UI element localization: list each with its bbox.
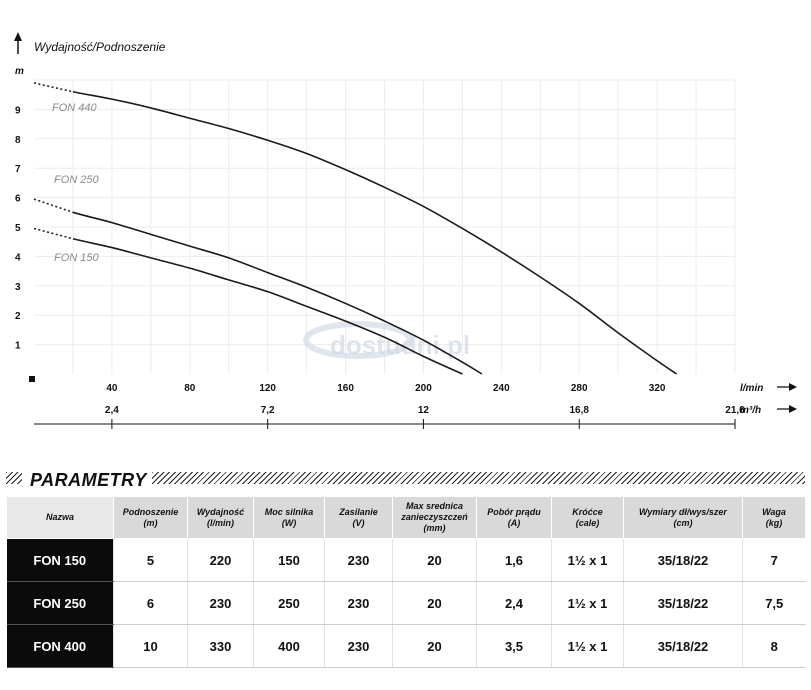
table-header-row: Nazwa Podnoszenie (m) Wydajność (l/min) Moc s… <box>6 496 806 539</box>
table-header-cell: Nazwa <box>6 496 114 539</box>
x-tick-label-primary: 280 <box>571 383 588 394</box>
y-axis-arrowhead <box>14 32 22 41</box>
table-cell: 5 <box>113 538 188 582</box>
x-tick-label-secondary: 2,4 <box>105 405 119 416</box>
pump-curve-chart: dostudni.pl Wydajność/Podnoszeniem123456… <box>14 32 797 429</box>
watermark: dostudni.pl <box>303 321 470 360</box>
chart-curves <box>33 82 678 375</box>
series-label: FON 150 <box>54 252 100 264</box>
y-tick-label: 1 <box>15 341 21 352</box>
series-curve <box>72 211 483 375</box>
hatch-decoration-right <box>152 472 805 484</box>
table-header-cell: Zasilanie (V) <box>324 496 393 539</box>
table-cell: 230 <box>324 624 393 668</box>
x-tick-label-primary: 320 <box>649 383 666 394</box>
x-axis-arrowhead-secondary <box>789 405 797 413</box>
y-tick-label: 2 <box>15 311 21 322</box>
table-cell: 1½ x 1 <box>551 538 624 582</box>
curve-dashed-start <box>33 227 74 240</box>
table-cell: 400 <box>253 624 325 668</box>
table-header-cell: Króćce (cale) <box>551 496 624 539</box>
series-label: FON 440 <box>52 102 98 114</box>
table-cell: 35/18/22 <box>623 538 743 582</box>
table-cell: 330 <box>187 624 254 668</box>
table-cell: 35/18/22 <box>623 581 743 625</box>
x-tick-label-primary: 120 <box>259 383 276 394</box>
table-cell: 1,6 <box>476 538 552 582</box>
series-curve <box>72 237 463 375</box>
parameters-title: PARAMETRY <box>30 470 147 490</box>
model-name-cell: FON 150 <box>6 538 114 582</box>
table-cell: 20 <box>392 538 477 582</box>
table-cell: 150 <box>253 538 325 582</box>
table-header-cell: Podnoszenie (m) <box>113 496 188 539</box>
y-tick-label: 3 <box>15 282 21 293</box>
table-cell: 2,4 <box>476 581 552 625</box>
table-header-cell: Wymiary dł/wys/szer (cm) <box>623 496 743 539</box>
y-tick-label: 7 <box>15 164 21 175</box>
x-tick-label-primary: 40 <box>106 383 118 394</box>
table-header-cell: Pobór prądu (A) <box>476 496 552 539</box>
parameters-table: Nazwa Podnoszenie (m) Wydajność (l/min) Moc s… <box>6 496 806 668</box>
table-cell: 220 <box>187 538 254 582</box>
table-cell: 250 <box>253 581 325 625</box>
parameters-header: PARAMETRY <box>6 468 805 494</box>
table-row: FON 250 6 230 250 230 20 2,4 1½ x 1 35/18/22 7,5 <box>6 581 806 625</box>
hatch-decoration-left <box>6 472 22 484</box>
x-tick-label-secondary: 7,2 <box>261 405 275 416</box>
table-cell: 230 <box>324 581 393 625</box>
chart-axes <box>14 32 797 429</box>
table-cell: 1½ x 1 <box>551 624 624 668</box>
y-axis-title: Wydajność/Podnoszenie <box>34 40 166 54</box>
x-tick-label-primary: 200 <box>415 383 432 394</box>
y-tick-label: 9 <box>15 105 21 116</box>
table-cell: 6 <box>113 581 188 625</box>
x-tick-label-secondary: 16,8 <box>569 405 589 416</box>
table-cell: 3,5 <box>476 624 552 668</box>
y-axis-unit: m <box>15 66 24 77</box>
model-name-cell: FON 250 <box>6 581 114 625</box>
table-row: FON 400 10 330 400 230 20 3,5 1½ x 1 35/18/22 8 <box>6 624 806 668</box>
table-header-cell: Wydajność (l/min) <box>187 496 254 539</box>
table-cell: 7 <box>742 538 806 582</box>
series-curve <box>72 90 678 375</box>
curve-dashed-start <box>33 82 74 93</box>
x-tick-label-secondary: 21,6 <box>725 405 745 416</box>
curve-dashed-start <box>33 198 74 214</box>
x-axis-unit-primary: l/min <box>740 383 763 394</box>
table-row: FON 150 5 220 150 230 20 1,6 1½ x 1 35/18/22 7 <box>6 538 806 582</box>
x-tick-label-secondary: 12 <box>418 405 430 416</box>
origin-marker <box>29 376 35 382</box>
x-tick-label-primary: 160 <box>337 383 354 394</box>
table-cell: 7,5 <box>742 581 806 625</box>
y-tick-label: 6 <box>15 194 21 205</box>
chart-grid <box>34 79 736 374</box>
table-cell: 8 <box>742 624 806 668</box>
table-cell: 230 <box>324 538 393 582</box>
table-header-cell: Moc silnika (W) <box>253 496 325 539</box>
table-cell: 35/18/22 <box>623 624 743 668</box>
table-cell: 10 <box>113 624 188 668</box>
table-header-cell: Waga (kg) <box>742 496 806 539</box>
table-cell: 1½ x 1 <box>551 581 624 625</box>
table-header-cell: Max srednica zanieczyszczeń (mm) <box>392 496 477 539</box>
x-axis-arrowhead-primary <box>789 383 797 391</box>
table-cell: 20 <box>392 624 477 668</box>
y-tick-label: 8 <box>15 135 21 146</box>
y-tick-label: 5 <box>15 223 21 234</box>
table-cell: 20 <box>392 581 477 625</box>
x-tick-label-primary: 80 <box>184 383 196 394</box>
table-cell: 230 <box>187 581 254 625</box>
series-label: FON 250 <box>54 174 100 186</box>
model-name-cell: FON 400 <box>6 624 114 668</box>
y-tick-label: 4 <box>15 252 21 263</box>
x-axis-unit-secondary: m³/h <box>740 405 761 416</box>
x-tick-label-primary: 240 <box>493 383 510 394</box>
table-body: FON 150 5 220 150 230 20 1,6 1½ x 1 35/18/22 7 FON… <box>6 538 806 668</box>
